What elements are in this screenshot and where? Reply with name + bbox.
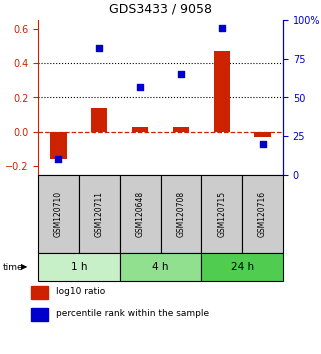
Bar <box>38 253 120 281</box>
Point <box>97 45 102 51</box>
Text: GSM120648: GSM120648 <box>135 191 144 237</box>
Text: 4 h: 4 h <box>152 262 169 272</box>
Bar <box>50 132 66 159</box>
Bar <box>120 175 160 253</box>
Text: GSM120708: GSM120708 <box>177 191 186 237</box>
Bar <box>201 253 283 281</box>
Bar <box>242 175 283 253</box>
Text: percentile rank within the sample: percentile rank within the sample <box>56 309 209 319</box>
Bar <box>120 253 201 281</box>
Text: 1 h: 1 h <box>71 262 87 272</box>
Text: GSM120711: GSM120711 <box>95 191 104 237</box>
Text: GSM120710: GSM120710 <box>54 191 63 237</box>
Text: log10 ratio: log10 ratio <box>56 287 105 297</box>
Bar <box>160 175 201 253</box>
Bar <box>132 127 148 132</box>
Text: 24 h: 24 h <box>230 262 254 272</box>
Bar <box>201 175 242 253</box>
Text: ▶: ▶ <box>21 263 28 272</box>
Bar <box>79 175 120 253</box>
Bar <box>30 308 48 321</box>
Point <box>178 72 184 77</box>
Bar <box>38 175 79 253</box>
Bar <box>91 108 108 132</box>
Bar <box>173 127 189 132</box>
Bar <box>213 51 230 132</box>
Text: GSM120715: GSM120715 <box>217 191 226 237</box>
Text: GSM120716: GSM120716 <box>258 191 267 237</box>
Text: GDS3433 / 9058: GDS3433 / 9058 <box>109 2 212 15</box>
Point <box>56 157 61 162</box>
Point <box>137 84 143 90</box>
Bar <box>255 132 271 137</box>
Bar <box>30 286 48 299</box>
Point <box>260 141 265 147</box>
Point <box>219 25 224 30</box>
Text: time: time <box>3 263 24 272</box>
